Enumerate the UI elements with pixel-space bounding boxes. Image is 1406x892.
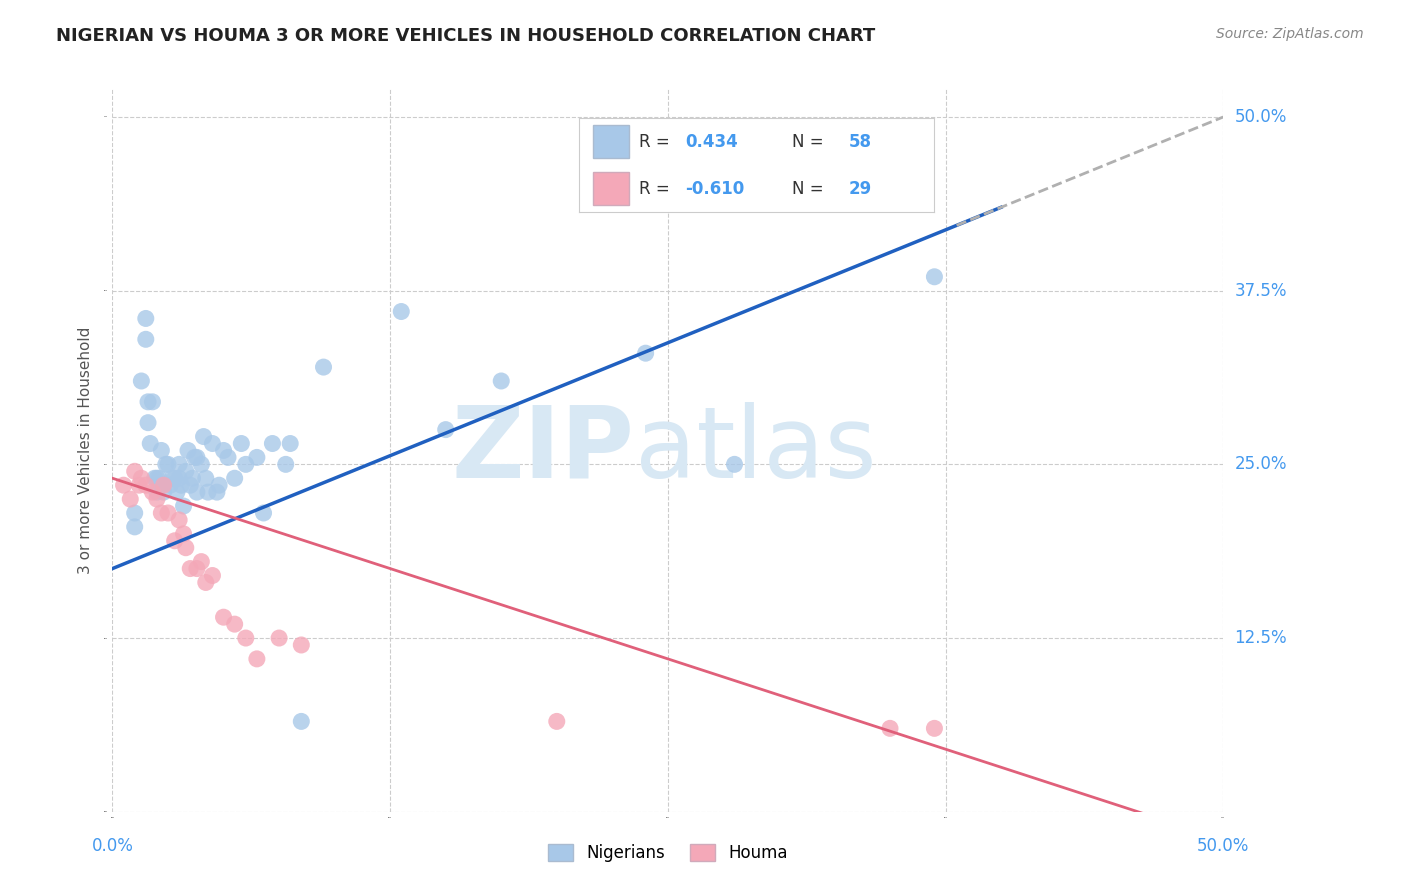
Text: 37.5%: 37.5% bbox=[1234, 282, 1286, 300]
Point bbox=[186, 450, 208, 465]
Point bbox=[135, 478, 157, 492]
Point bbox=[252, 506, 274, 520]
Point bbox=[163, 471, 186, 485]
Point bbox=[174, 541, 197, 555]
Point bbox=[124, 506, 146, 520]
Point bbox=[179, 561, 201, 575]
Point bbox=[186, 561, 208, 575]
Point bbox=[173, 499, 195, 513]
Point bbox=[136, 416, 159, 430]
Point bbox=[163, 533, 186, 548]
Point bbox=[217, 450, 239, 465]
Point bbox=[235, 631, 257, 645]
Point bbox=[136, 394, 159, 409]
Point bbox=[128, 478, 150, 492]
Point bbox=[267, 631, 291, 645]
Text: ZIP: ZIP bbox=[451, 402, 634, 499]
Point bbox=[274, 458, 297, 472]
Point bbox=[179, 478, 201, 492]
Point bbox=[389, 304, 412, 318]
Text: 50.0%: 50.0% bbox=[1197, 837, 1250, 855]
Text: atlas: atlas bbox=[634, 402, 876, 499]
Point bbox=[224, 471, 246, 485]
Legend: Nigerians, Houma: Nigerians, Houma bbox=[541, 837, 794, 869]
Point bbox=[124, 464, 146, 478]
Point bbox=[159, 478, 181, 492]
Point bbox=[157, 458, 180, 472]
Point bbox=[246, 450, 269, 465]
Point bbox=[141, 394, 163, 409]
Point bbox=[174, 464, 197, 478]
Point bbox=[924, 722, 946, 736]
Text: 25.0%: 25.0% bbox=[1234, 455, 1286, 474]
Point bbox=[224, 617, 246, 632]
Point bbox=[290, 714, 312, 729]
Point bbox=[170, 478, 193, 492]
Point bbox=[150, 443, 173, 458]
Point bbox=[212, 610, 235, 624]
Point bbox=[131, 374, 153, 388]
Point bbox=[167, 458, 190, 472]
Point bbox=[181, 471, 204, 485]
Point bbox=[201, 436, 224, 450]
Point bbox=[173, 526, 195, 541]
Point bbox=[235, 458, 257, 472]
Text: 0.0%: 0.0% bbox=[91, 837, 134, 855]
Point bbox=[148, 471, 170, 485]
Point bbox=[183, 450, 205, 465]
Point bbox=[141, 485, 163, 500]
Point bbox=[155, 458, 177, 472]
Point bbox=[186, 485, 208, 500]
Point bbox=[262, 436, 284, 450]
Text: NIGERIAN VS HOUMA 3 OR MORE VEHICLES IN HOUSEHOLD CORRELATION CHART: NIGERIAN VS HOUMA 3 OR MORE VEHICLES IN … bbox=[56, 27, 876, 45]
Point bbox=[546, 714, 568, 729]
Point bbox=[190, 555, 212, 569]
Point bbox=[124, 520, 146, 534]
Point bbox=[167, 513, 190, 527]
Point bbox=[152, 485, 174, 500]
Point bbox=[205, 485, 228, 500]
Point bbox=[166, 485, 188, 500]
Point bbox=[146, 471, 169, 485]
Point bbox=[197, 485, 219, 500]
Point bbox=[723, 458, 745, 472]
Point bbox=[924, 269, 946, 284]
Point bbox=[167, 471, 190, 485]
Point bbox=[312, 360, 335, 375]
Point bbox=[135, 311, 157, 326]
Y-axis label: 3 or more Vehicles in Household: 3 or more Vehicles in Household bbox=[77, 326, 93, 574]
Point bbox=[150, 478, 173, 492]
Point bbox=[193, 429, 215, 443]
Point bbox=[120, 492, 142, 507]
Point bbox=[231, 436, 253, 450]
Point bbox=[143, 471, 166, 485]
Point bbox=[146, 492, 169, 507]
Point bbox=[194, 575, 217, 590]
Point bbox=[139, 436, 162, 450]
Point bbox=[152, 478, 174, 492]
Point bbox=[290, 638, 312, 652]
Point bbox=[131, 471, 153, 485]
Point bbox=[879, 722, 901, 736]
Point bbox=[434, 423, 457, 437]
Point bbox=[212, 443, 235, 458]
Point bbox=[208, 478, 231, 492]
Text: Source: ZipAtlas.com: Source: ZipAtlas.com bbox=[1216, 27, 1364, 41]
Point bbox=[489, 374, 512, 388]
Point bbox=[112, 478, 135, 492]
Point bbox=[162, 471, 184, 485]
Point bbox=[190, 458, 212, 472]
Text: 50.0%: 50.0% bbox=[1234, 108, 1286, 126]
Point bbox=[135, 332, 157, 346]
Point bbox=[201, 568, 224, 582]
Point bbox=[177, 443, 200, 458]
Point bbox=[634, 346, 657, 360]
Point bbox=[146, 485, 169, 500]
Text: 12.5%: 12.5% bbox=[1234, 629, 1286, 647]
Point bbox=[194, 471, 217, 485]
Point bbox=[150, 506, 173, 520]
Point bbox=[246, 652, 269, 666]
Point bbox=[278, 436, 301, 450]
Point bbox=[157, 506, 180, 520]
